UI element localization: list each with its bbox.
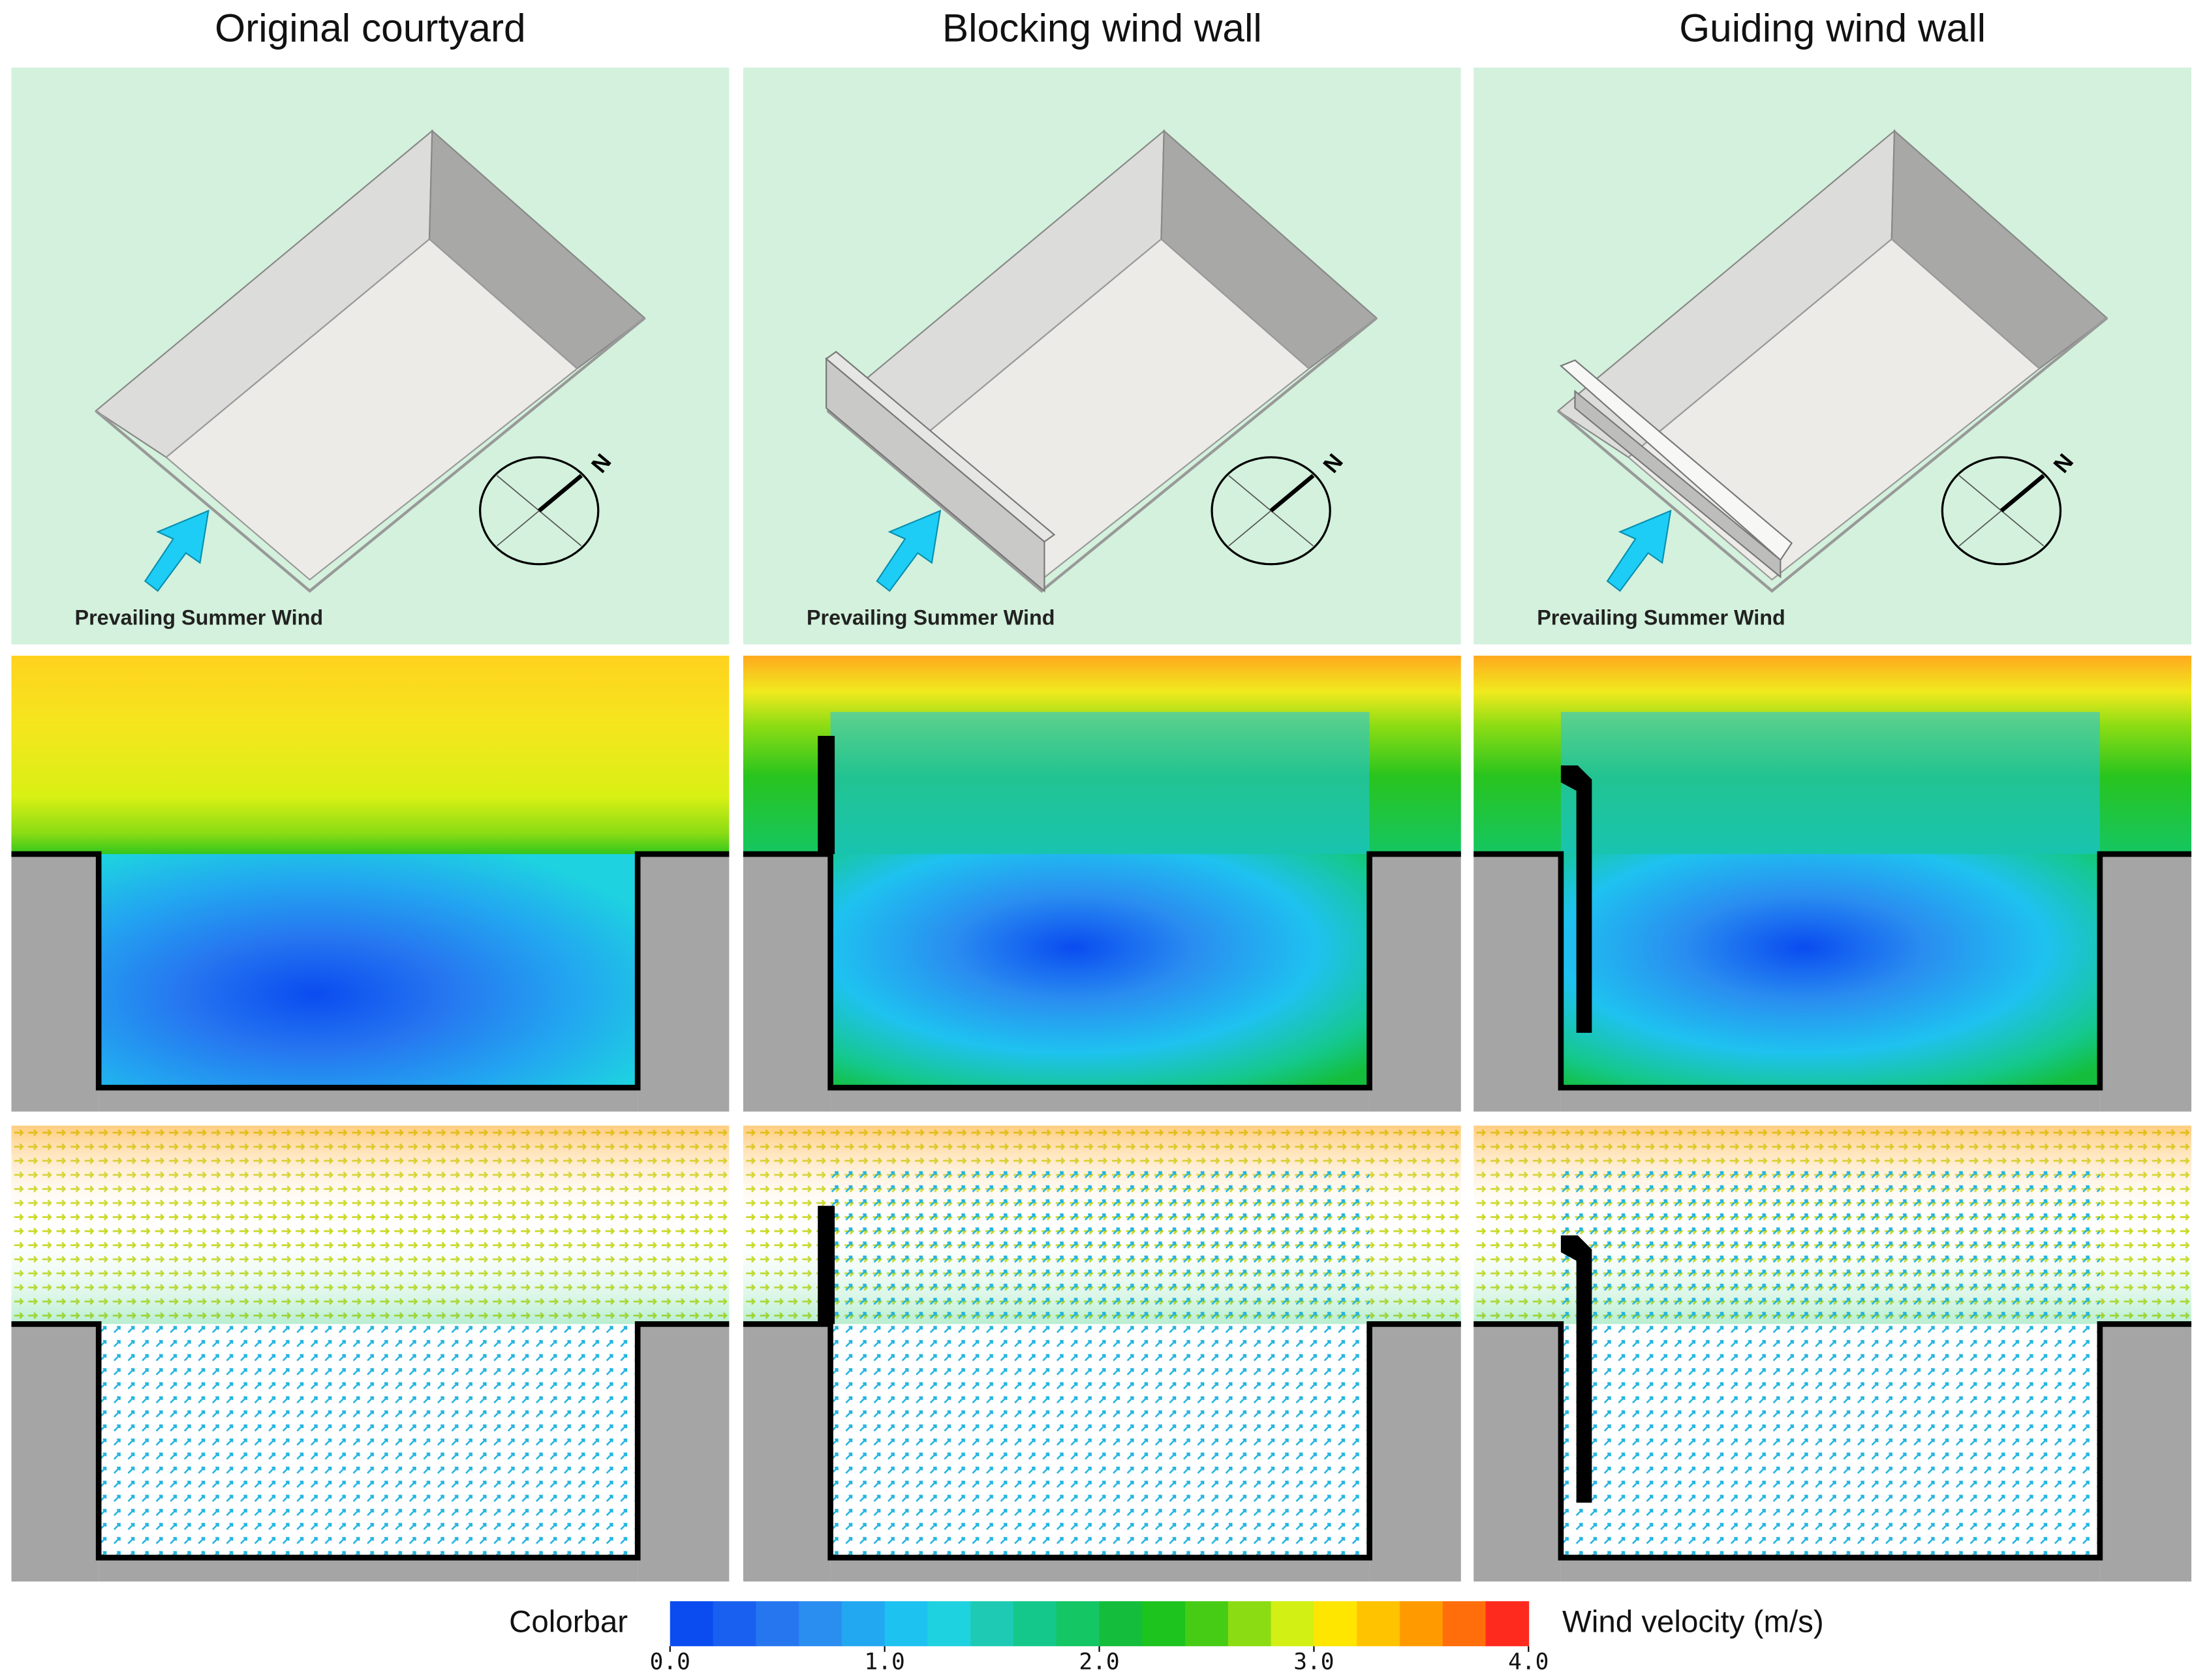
ground-right [638,1324,730,1582]
contour-cavity-sky [830,712,1370,855]
colorbar-swatch [1056,1601,1100,1647]
contour-cavity [1560,854,2100,1088]
contour-cavity [99,854,638,1088]
wind-label: Prevailing Summer Wind [807,605,1055,629]
ground-bottom [99,1557,638,1582]
vector-sky-tint [11,1125,730,1324]
compass-needle [1269,474,1315,513]
colorbar-swatch [756,1601,799,1647]
guiding-wall [1559,359,1793,561]
ground-bottom [830,1557,1370,1582]
colorbar-swatch [1399,1601,1443,1647]
colorbar-swatch [1485,1601,1530,1647]
vector-cavity [99,1324,638,1558]
vector-panel [11,1125,730,1582]
guiding-wall-side [1574,389,1782,579]
compass-circle [1211,456,1331,566]
courtyard-outline [1474,1321,2192,1561]
ground-right [2099,854,2192,1112]
ground-bottom [99,1088,638,1112]
colorbar-swatch [1099,1601,1143,1647]
compass-needle [1999,474,2045,513]
ground-left [743,1324,831,1582]
ground-bottom [1560,1557,2100,1582]
colorbar-swatch [970,1601,1014,1647]
colorbar-swatch [799,1601,842,1647]
courtyard-outline [11,851,730,1091]
ground-right [1369,1324,1461,1582]
colorbar-swatch [1013,1601,1057,1647]
front-rim [95,316,646,593]
wind-label: Prevailing Summer Wind [1537,605,1785,629]
colorbar-swatch [713,1601,757,1647]
ground-right [638,854,730,1112]
colorbar-tick-label: 4.0 [1508,1649,1549,1675]
vector-panel [743,1125,1461,1582]
compass-needle [538,474,583,513]
colorbar-swatch [670,1601,714,1647]
ground-left [743,854,831,1112]
front-rim [826,316,1378,593]
colorbar-swatch [1185,1601,1229,1647]
ground-bottom [1560,1088,2100,1112]
ground-left [1474,854,1561,1112]
ground-bottom [830,1088,1370,1112]
contour-panel [11,655,730,1112]
ground-left [1474,1324,1561,1582]
contour-panel [1474,655,2192,1112]
front-rim [1557,316,2108,593]
colorbar-swatch [1227,1601,1272,1647]
wind-label: Prevailing Summer Wind [75,605,324,629]
colorbar-swatch [1314,1601,1358,1647]
colorbar-swatch [1442,1601,1487,1647]
compass-circle [479,456,600,566]
colorbar-label: Colorbar [509,1604,628,1639]
ground-right [2099,1324,2192,1582]
contour-panel [743,655,1461,1112]
colorbar-tick-label: 1.0 [864,1649,904,1675]
guiding-wall-section [1560,1235,1592,1503]
contour-sky [11,655,730,857]
blocking-wall-top [825,350,1056,543]
colorbar-swatch [1142,1601,1186,1647]
courtyard-outline [743,851,1461,1091]
wind-arrow [144,510,209,592]
blocking-wall-section [818,1206,835,1324]
colorbar-tick-label: 2.0 [1079,1649,1119,1675]
compass-circle [1941,456,2062,566]
wind-arrow [1606,510,1672,592]
wind-arrow [876,510,942,592]
contour-cavity [830,854,1370,1088]
courtyard-outline [1474,851,2192,1091]
colorbar-tick-label: 0.0 [650,1649,690,1675]
colorbar-swatch [1357,1601,1400,1647]
floor [165,238,579,581]
ground-left [11,854,99,1112]
vector-panel [1474,1125,2192,1582]
contour-cavity-sky [1560,712,2100,855]
colorbar-swatch [927,1601,972,1647]
colorbar-swatch [1271,1601,1315,1647]
courtyard-outline [11,1321,730,1561]
ground-left [11,1324,99,1582]
guiding-wall-section [1560,765,1592,1033]
column-title: Original courtyard [215,5,526,50]
column-title: Blocking wind wall [942,5,1262,50]
colorbar-swatch [884,1601,929,1647]
courtyard-outline [743,1321,1461,1561]
vector-cavity [1560,1167,2100,1558]
blocking-wall-section [818,735,835,855]
colorbar-title: Wind velocity (m/s) [1562,1604,1824,1639]
colorbar-swatch [841,1601,886,1647]
colorbar-tick-label: 3.0 [1293,1649,1334,1675]
vector-cavity [830,1167,1370,1558]
ground-right [1369,854,1461,1112]
column-title: Guiding wind wall [1679,5,1986,50]
